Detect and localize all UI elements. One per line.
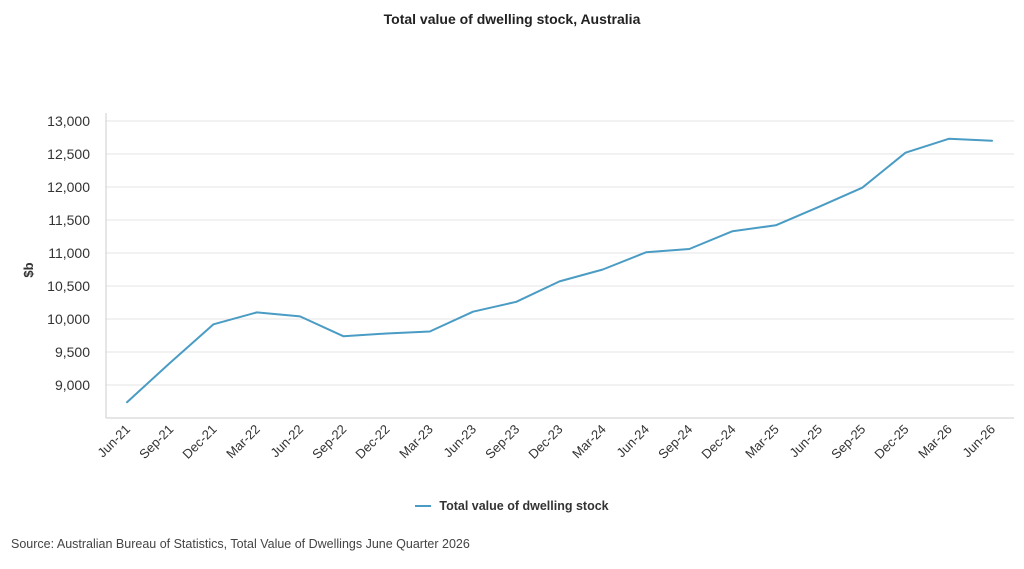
data-point[interactable] [946, 136, 952, 142]
x-tick-label: Dec-23 [525, 422, 565, 462]
data-point[interactable] [384, 331, 390, 337]
source-note: Source: Australian Bureau of Statistics,… [11, 537, 470, 551]
x-tick-label: Mar-26 [915, 422, 955, 462]
y-tick-label: 11,000 [48, 245, 90, 261]
x-tick-label: Jun-26 [959, 422, 998, 461]
x-tick-label: Mar-25 [742, 422, 782, 462]
legend[interactable]: Total value of dwelling stock [0, 499, 1024, 513]
data-point[interactable] [859, 185, 865, 191]
y-tick-labels: 9,000 9,500 10,000 10,500 11,000 11,500 12,000… [47, 113, 90, 393]
x-tick-label: Dec-21 [179, 422, 219, 462]
series-line [126, 137, 993, 404]
data-point[interactable] [297, 313, 303, 319]
y-tick-label: 12,000 [47, 179, 90, 195]
y-tick-label: 10,500 [47, 278, 90, 294]
data-point[interactable] [254, 309, 260, 315]
data-point[interactable] [903, 150, 909, 156]
x-tick-label: Jun-21 [94, 422, 133, 461]
data-point[interactable] [470, 309, 476, 315]
x-tick-label: Sep-21 [136, 422, 176, 462]
x-tick-label: Dec-24 [698, 422, 738, 462]
y-tick-label: 11,500 [48, 212, 90, 228]
x-tick-label: Mar-23 [396, 422, 436, 462]
y-tick-label: 9,500 [55, 344, 90, 360]
data-point[interactable] [773, 222, 779, 228]
x-tick-label: Jun-25 [786, 422, 825, 461]
x-tick-label: Dec-22 [352, 422, 392, 462]
data-point[interactable] [427, 329, 433, 335]
data-point[interactable] [816, 204, 822, 210]
legend-swatch [415, 505, 432, 507]
x-tick-labels: Jun-21 Sep-21 Dec-21 Mar-22 Jun-22 Sep-22 Dec-… [94, 422, 998, 462]
x-tick-label: Dec-25 [871, 422, 911, 462]
data-point[interactable] [513, 299, 519, 305]
data-point[interactable] [600, 267, 606, 273]
y-tick-label: 13,000 [47, 113, 90, 129]
x-tick-label: Jun-23 [440, 422, 479, 461]
y-axis-label: $b [21, 262, 36, 277]
legend-label: Total value of dwelling stock [439, 499, 609, 513]
data-point[interactable] [124, 399, 130, 405]
y-tick-label: 12,500 [47, 146, 90, 162]
data-point[interactable] [167, 360, 173, 366]
data-point[interactable] [557, 278, 563, 284]
x-tick-label: Jun-22 [267, 422, 306, 461]
y-tick-label: 10,000 [47, 311, 90, 327]
data-point[interactable] [211, 321, 217, 327]
y-tick-label: 9,000 [55, 377, 90, 393]
x-tick-label: Mar-22 [223, 422, 263, 462]
data-point[interactable] [340, 333, 346, 339]
x-tick-label: Mar-24 [569, 422, 609, 462]
data-point[interactable] [686, 246, 692, 252]
data-point[interactable] [643, 249, 649, 255]
axes [105, 113, 1014, 419]
x-tick-label: Sep-22 [309, 422, 349, 462]
grid-lines [106, 120, 1014, 386]
x-tick-label: Sep-23 [482, 422, 522, 462]
data-point[interactable] [730, 228, 736, 234]
chart-title: Total value of dwelling stock, Australia [383, 11, 641, 27]
data-point[interactable] [989, 138, 995, 144]
x-tick-label: Sep-24 [655, 422, 695, 462]
series-layer [124, 136, 995, 405]
x-tick-label: Jun-24 [613, 422, 652, 461]
x-tick-label: Sep-25 [828, 422, 868, 462]
